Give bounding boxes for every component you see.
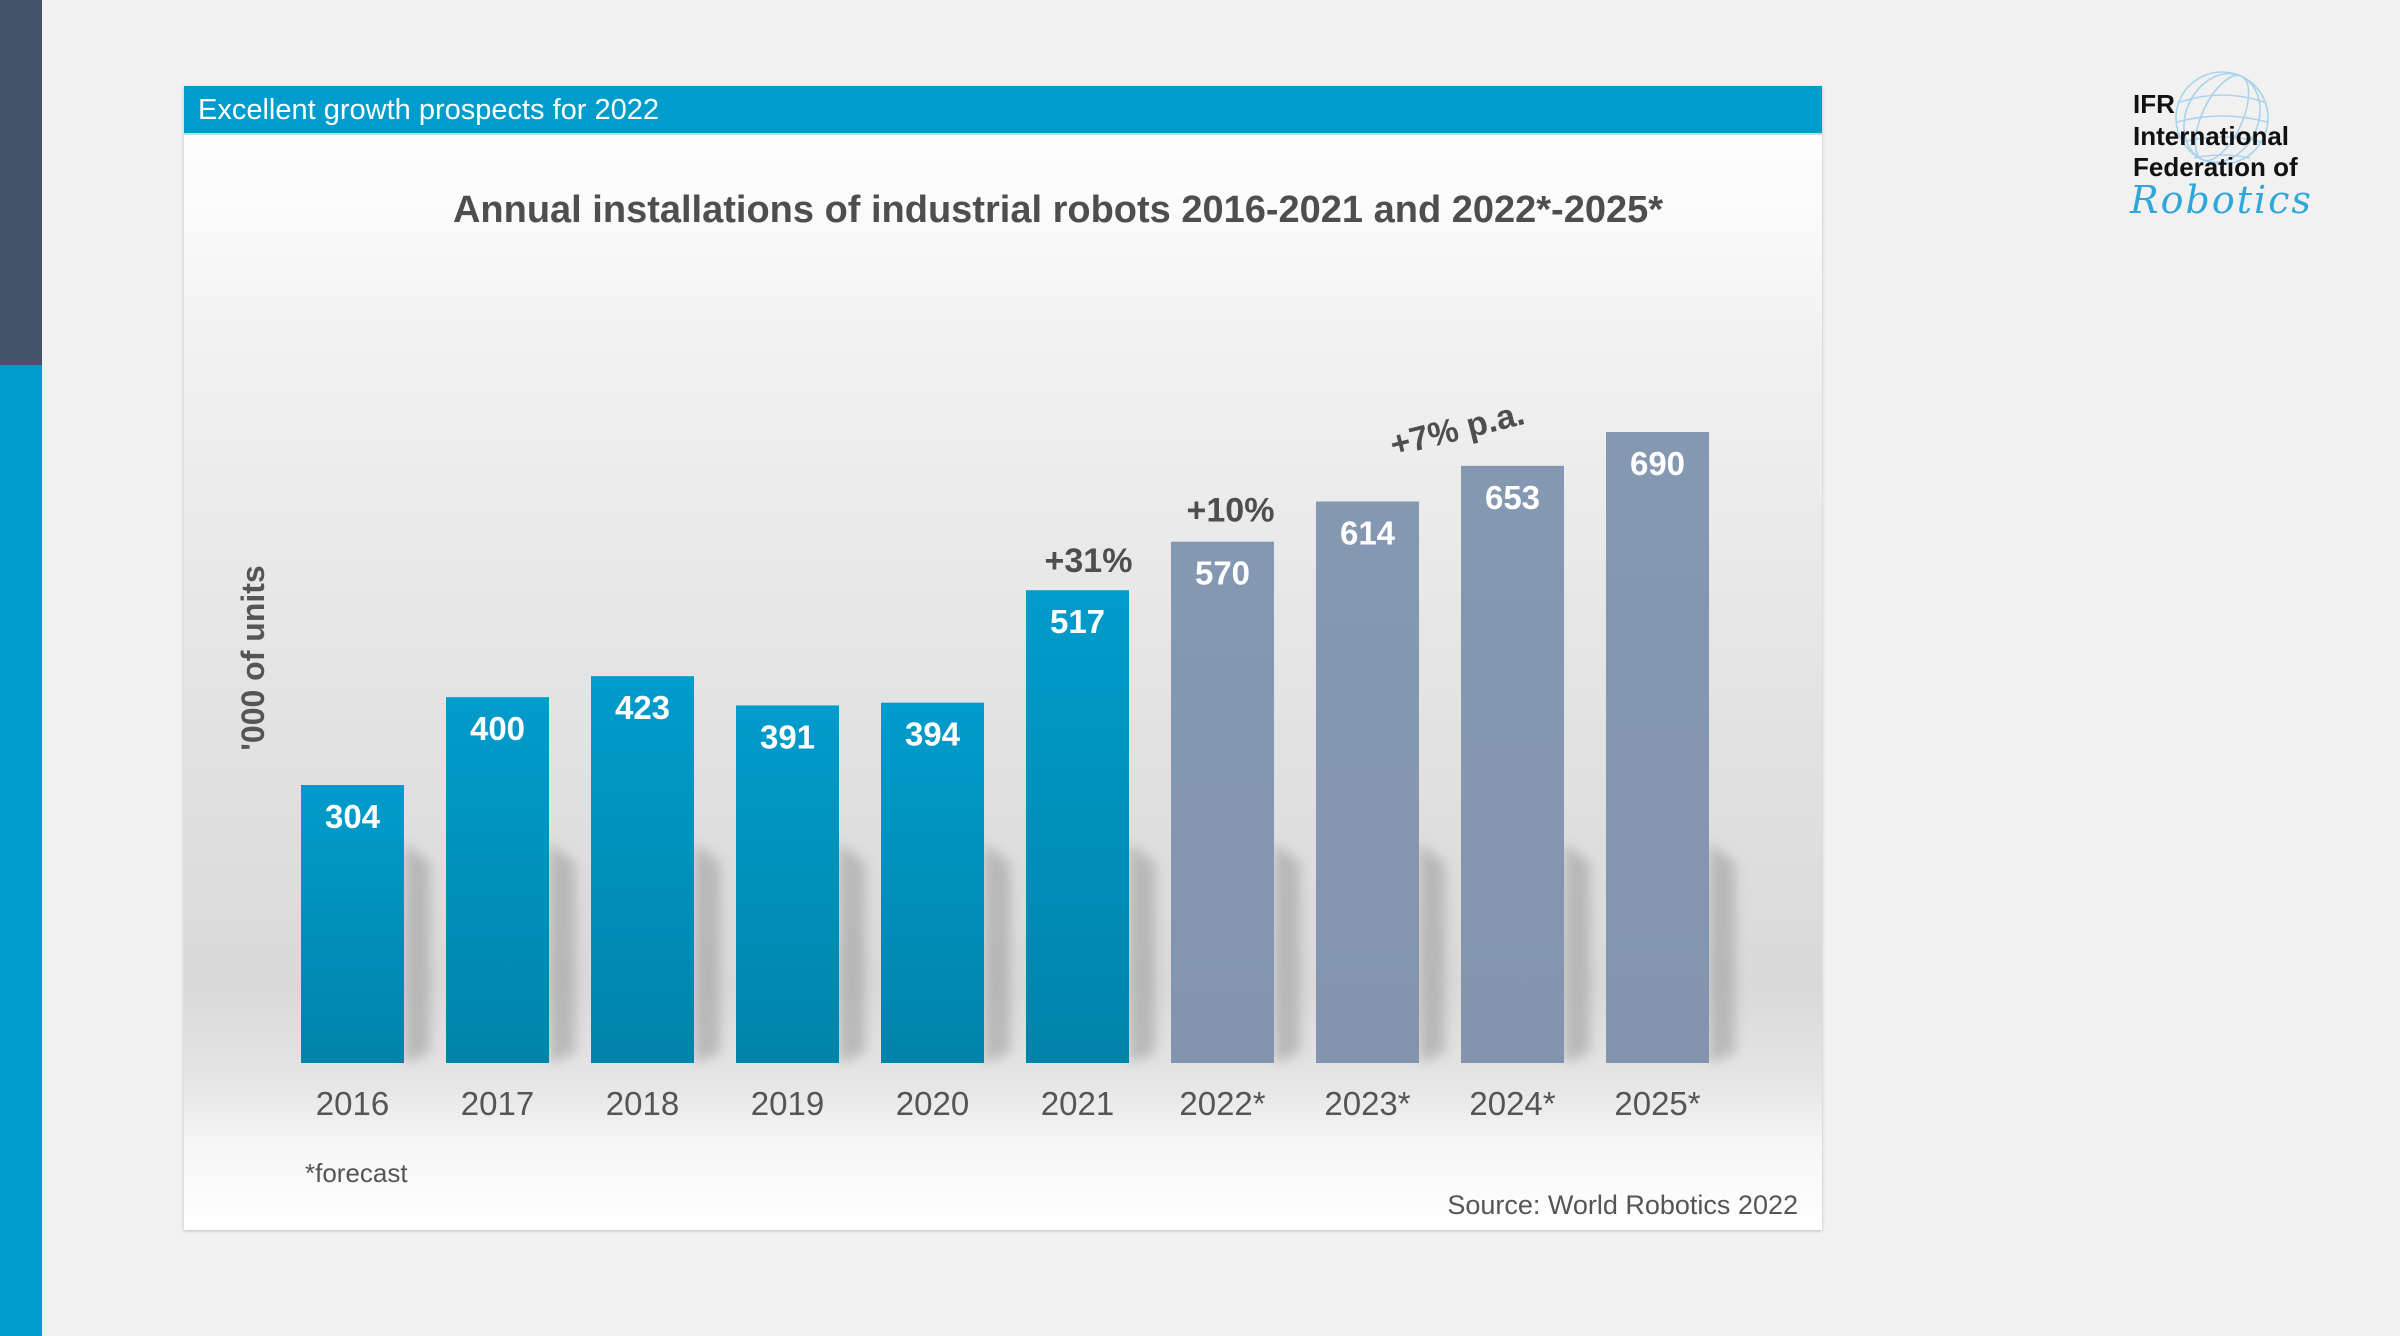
bars-group: 304 400 423 391 394 517 570 614 653 690 [301, 432, 1709, 1063]
x-tick-label: 2023* [1324, 1085, 1410, 1122]
bar-2023-forecast [1316, 501, 1419, 1063]
bar-2019 [736, 705, 839, 1063]
bar-shadow [404, 843, 430, 1063]
bar-shadow [1129, 843, 1155, 1063]
panel-header-title: Excellent growth prospects for 2022 [198, 94, 660, 126]
side-accent-strip-bottom [0, 365, 42, 1336]
x-tick-label: 2024* [1469, 1085, 1555, 1122]
x-tick-label: 2025* [1614, 1085, 1700, 1122]
x-axis-ticks: 2016 2017 2018 2019 2020 2021 2022* 2023* 2024* 2… [316, 1085, 1701, 1122]
bar-shadow [549, 843, 575, 1063]
x-tick-label: 2017 [461, 1085, 534, 1122]
annotation-growth-2021: +31% [1045, 542, 1133, 580]
y-axis-label: '000 of units [235, 565, 271, 750]
bar-value-label: 391 [760, 718, 815, 755]
logo-robotics-script: Robotics [2130, 178, 2313, 222]
x-tick-label: 2021 [1041, 1085, 1114, 1122]
bar-shadow [839, 843, 865, 1063]
annotation-growth-forecast: +7% p.a. [1386, 394, 1528, 464]
panel-header-bar: Excellent growth prospects for 2022 [184, 86, 1822, 135]
forecast-footnote: *forecast [305, 1158, 408, 1188]
bar-2020 [881, 702, 984, 1063]
bar-2017 [446, 697, 549, 1063]
bar-2025-forecast [1606, 432, 1709, 1063]
bar-value-label: 690 [1630, 445, 1685, 482]
bar-value-label: 570 [1195, 555, 1250, 592]
bar-value-label: 304 [325, 798, 381, 835]
bar-value-label: 423 [615, 689, 670, 726]
bar-value-label: 394 [905, 716, 961, 753]
ifr-logo: IFR International Federation of Robotics [2128, 66, 2388, 236]
logo-ifr: IFR [2133, 89, 2175, 119]
bar-value-label: 614 [1340, 515, 1396, 552]
bar-shadow [1274, 843, 1300, 1063]
bar-2018 [591, 676, 694, 1063]
source-note: Source: World Robotics 2022 [1447, 1190, 1798, 1220]
bar-value-label: 400 [470, 710, 525, 747]
bar-value-label: 517 [1050, 603, 1105, 640]
x-tick-label: 2020 [896, 1085, 969, 1122]
bar-shadow [694, 843, 720, 1063]
annotation-growth-2022: +10% [1187, 492, 1275, 530]
bar-2024-forecast [1461, 465, 1564, 1063]
bar-shadows [404, 843, 1735, 1063]
x-tick-label: 2016 [316, 1085, 389, 1122]
logo-federation: Federation of [2133, 152, 2298, 182]
x-tick-label: 2022* [1179, 1085, 1265, 1122]
bar-2016 [301, 784, 404, 1063]
logo-international: International [2133, 121, 2290, 151]
bar-shadow [1419, 843, 1445, 1063]
x-tick-label: 2019 [751, 1085, 824, 1122]
side-accent-strip-top [0, 0, 42, 365]
x-tick-label: 2018 [606, 1085, 679, 1122]
globe-icon [2175, 71, 2269, 165]
bar-2021 [1026, 590, 1129, 1063]
chart-title: Annual installations of industrial robot… [453, 189, 1663, 231]
bar-value-label: 653 [1485, 479, 1540, 516]
bar-shadow [1564, 843, 1590, 1063]
bar-shadow [984, 843, 1010, 1063]
bar-shadow [1709, 843, 1735, 1063]
bar-2022-forecast [1171, 541, 1274, 1063]
